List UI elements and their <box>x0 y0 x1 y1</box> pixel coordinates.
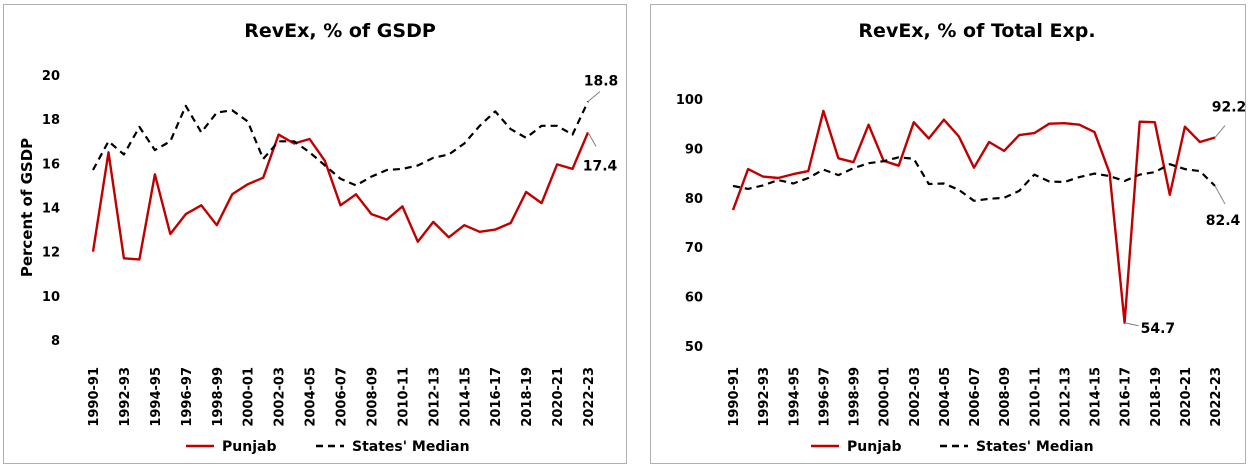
annotation-label: 92.2 <box>1212 100 1247 116</box>
annotation-leader <box>587 91 601 102</box>
y-axis-label: Percent of GSDP <box>18 138 36 277</box>
x-tick-label: 2014-15 <box>458 367 473 427</box>
x-tick-label: 2006-07 <box>968 367 983 427</box>
y-tick-label: 70 <box>685 241 703 256</box>
series-line-states-median <box>92 101 589 187</box>
annotation-label: 17.4 <box>583 158 618 174</box>
x-tick-label: 1994-95 <box>787 367 802 427</box>
x-tick-label: 2018-19 <box>520 367 535 427</box>
x-tick-label: 2018-19 <box>1149 367 1164 427</box>
x-tick-label: 2012-13 <box>1058 367 1073 427</box>
x-tick-label: 2020-21 <box>1179 367 1194 427</box>
x-tick-label: 2016-17 <box>1119 367 1134 427</box>
annotation-label: 18.8 <box>584 74 619 90</box>
x-tick-label: 1996-97 <box>817 367 832 427</box>
x-tick-label: 2014-15 <box>1089 367 1104 427</box>
y-tick-label: 8 <box>51 334 60 349</box>
x-tick-label: 1998-99 <box>848 367 863 427</box>
x-tick-label: 2002-03 <box>908 367 923 427</box>
x-tick-label: 2008-09 <box>365 367 380 427</box>
legend-label: Punjab <box>847 439 901 455</box>
legend-label: Punjab <box>222 439 276 455</box>
annotation-label: 54.7 <box>1141 321 1176 337</box>
annotation-leader <box>1124 322 1139 327</box>
x-tick-label: 2004-05 <box>938 367 953 427</box>
x-tick-label: 1992-93 <box>118 367 133 427</box>
x-tick-label: 2000-01 <box>878 367 893 427</box>
chart-panel-gsdp: RevEx, % of GSDP Percent of GSDP 8 10 12 14 16… <box>3 4 627 464</box>
y-tick-label: 16 <box>42 157 60 172</box>
chart-title: RevEx, % of Total Exp. <box>858 20 1095 42</box>
chart-revex-gsdp: RevEx, % of GSDP Percent of GSDP 8 10 12 14 16… <box>18 20 619 455</box>
series-line-punjab <box>731 109 1216 324</box>
x-tick-label: 2010-11 <box>396 367 411 427</box>
x-tick-label: 2000-01 <box>242 367 257 427</box>
annotation-leader <box>1214 185 1226 205</box>
x-tick-label: 2010-11 <box>1028 367 1043 427</box>
series-line-punjab <box>91 131 590 261</box>
x-tick-label: 1998-99 <box>211 367 226 427</box>
x-tick-label: 2022-23 <box>1209 367 1224 427</box>
y-tick-label: 80 <box>685 192 703 207</box>
legend-label: States' Median <box>352 439 470 455</box>
x-tick-label: 1992-93 <box>757 367 772 427</box>
legend-label: States' Median <box>976 439 1094 455</box>
y-tick-label: 20 <box>42 69 60 84</box>
annotation-label: 82.4 <box>1206 213 1241 229</box>
x-tick-label: 2008-09 <box>998 367 1013 427</box>
y-tick-label: 100 <box>676 93 703 108</box>
y-tick-label: 10 <box>42 290 60 305</box>
x-tick-label: 1990-91 <box>727 367 742 427</box>
x-tick-label: 2004-05 <box>304 367 319 427</box>
y-tick-label: 50 <box>685 340 703 355</box>
x-tick-label: 2006-07 <box>335 367 350 427</box>
y-tick-label: 60 <box>685 291 703 306</box>
y-tick-label: 90 <box>685 142 703 157</box>
x-tick-label: 2016-17 <box>489 367 504 427</box>
annotation-leader <box>1214 125 1226 138</box>
x-tick-label: 2012-13 <box>427 367 442 427</box>
x-tick-label: 1996-97 <box>180 367 195 427</box>
chart-revex-total-exp: RevEx, % of Total Exp. 50 60 70 80 90 100 1990-… <box>676 20 1247 455</box>
y-tick-label: 18 <box>42 113 60 128</box>
chart-panel-total-exp: RevEx, % of Total Exp. 50 60 70 80 90 100 1990-… <box>650 4 1246 464</box>
y-tick-label: 14 <box>42 202 60 217</box>
series-line-states-median <box>732 156 1216 202</box>
x-tick-label: 2002-03 <box>273 367 288 427</box>
y-tick-label: 12 <box>42 246 60 261</box>
x-tick-label: 2020-21 <box>551 367 566 427</box>
annotation-leader <box>587 132 597 147</box>
chart-title: RevEx, % of GSDP <box>244 20 436 42</box>
x-tick-label: 1994-95 <box>149 367 164 427</box>
x-tick-label: 2022-23 <box>582 367 597 427</box>
x-tick-label: 1990-91 <box>87 367 102 427</box>
